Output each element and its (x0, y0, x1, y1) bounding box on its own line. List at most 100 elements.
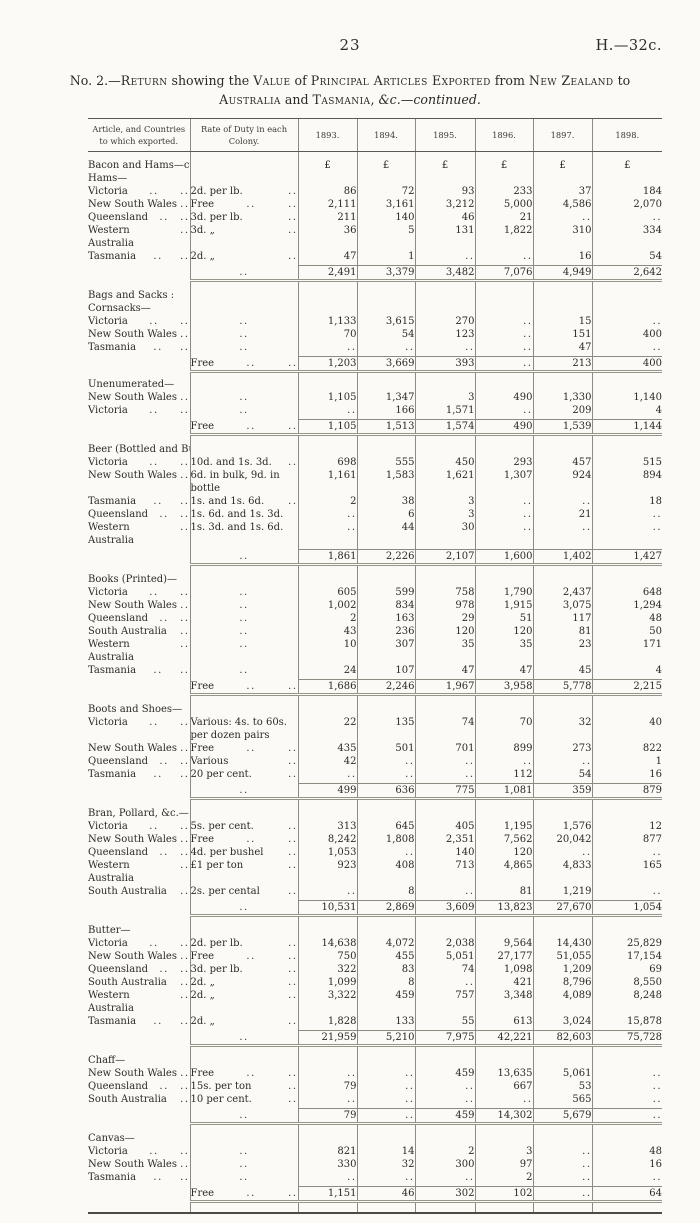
value-cell: .. (474, 507, 533, 521)
currency-cell (414, 288, 475, 302)
total-rate-cell: .. (189, 900, 298, 918)
value-cell: 645 (356, 819, 415, 833)
spacer-row (88, 1183, 662, 1187)
value-cell: .. (474, 327, 533, 341)
rate-cell (189, 301, 298, 315)
country-row: Queensland.... 3d. per lb... 322 83 74 1,098 1… (88, 962, 662, 976)
country-cell (88, 357, 190, 372)
currency-cell (474, 1053, 533, 1067)
spacer-cell (414, 1027, 475, 1031)
value-cell: .. (414, 340, 475, 354)
spacer-cell (414, 353, 475, 357)
spacer-cell (297, 798, 357, 807)
country-cell (88, 420, 190, 435)
country-cell: New South Wales.. (88, 1158, 190, 1171)
value-cell: 899 (474, 741, 533, 755)
cell-text: 2d. per lb. (190, 937, 243, 949)
value-cell: .. (591, 1108, 662, 1126)
spacer-cell (414, 694, 475, 703)
value-cell: 3,024 (532, 1014, 592, 1028)
dot-leader: .. (153, 768, 163, 780)
value-cell: 879 (591, 783, 662, 801)
value-cell: 1,861 (297, 549, 357, 567)
spacer-row (88, 353, 662, 357)
bottom-rule-cell (532, 1201, 592, 1214)
value-cell (591, 377, 662, 391)
spacer-cell (356, 1183, 415, 1187)
subgroup-label: Hams— (88, 172, 128, 184)
rate-cell (189, 923, 298, 937)
value-cell: 1,571 (414, 403, 475, 417)
country-cell: Queensland.... (88, 755, 190, 768)
currency-cell (356, 923, 415, 937)
dot-leader: .. (180, 820, 190, 832)
country-row: New South Wales.. Free.... 2,111 3,161 3,212… (88, 197, 662, 211)
dot-leader: .. (159, 963, 169, 975)
country-row: New South Wales.... 70 54 123.. 151 400 (88, 327, 662, 341)
value-cell: 405 (414, 819, 475, 833)
rate-cell: 20 per cent... (189, 767, 298, 781)
spacer-cell (297, 1105, 357, 1109)
value-cell: 1,151 (297, 1186, 357, 1204)
spacer-cell (189, 676, 298, 680)
value-cell (591, 171, 662, 185)
value-cell: 3,212 (414, 197, 475, 211)
value-cell: 457 (532, 455, 592, 469)
value-cell: 47 (414, 663, 475, 677)
value-cell: .. (591, 507, 662, 521)
spacer-cell (532, 416, 592, 420)
value-cell: 923 (297, 858, 357, 885)
total-rate-cell: Free.... (189, 1186, 298, 1204)
value-cell: 408 (356, 858, 415, 885)
spacer-row (88, 694, 662, 703)
value-cell: 74 (414, 715, 475, 742)
dot-leader: .. (180, 859, 190, 871)
value-cell: 213 (532, 356, 592, 374)
country-row: New South Wales.... 330 32 300 97.. 16 (88, 1157, 662, 1171)
bottom-rule-cell (591, 1201, 662, 1214)
value-cell: 120 (474, 845, 533, 859)
total-rate-cell: Free.... (189, 679, 298, 697)
currency-cell: £ (532, 158, 592, 172)
spacer-cell (414, 564, 475, 573)
value-cell (474, 301, 533, 315)
title-segment: of (290, 73, 311, 88)
spacer-cell (532, 151, 592, 159)
cell-text: Free (190, 357, 215, 369)
spacer-cell (189, 434, 298, 443)
value-cell: 894 (591, 468, 662, 495)
dot-leader: .. (288, 250, 298, 262)
currency-cell (591, 1131, 662, 1145)
spacer-cell (297, 780, 357, 784)
rate-cell (189, 171, 298, 185)
cell-text: 2d. „ (190, 976, 215, 988)
spacer-cell (474, 416, 533, 420)
value-cell: 2,351 (414, 832, 475, 846)
page-number: 23 (339, 36, 361, 54)
bottom-rule-cell (189, 1201, 298, 1214)
spacer-cell (189, 1045, 298, 1054)
spacer-row (88, 676, 662, 680)
value-cell: .. (532, 754, 592, 768)
dot-leader: .. (288, 768, 298, 780)
value-cell: 5 (356, 223, 415, 250)
value-cell: .. (356, 1066, 415, 1080)
country-cell (88, 550, 190, 565)
dot-leader: .. (153, 1171, 163, 1183)
country-row: Victoria...... 1,133 3,615 270.. 15.. (88, 314, 662, 328)
spacer-cell (189, 1123, 298, 1132)
dot-leader: .. (149, 185, 159, 197)
dot-leader: .. (180, 885, 190, 897)
year-column-header: 1896. (474, 117, 533, 153)
spacer-cell (88, 565, 190, 573)
dot-leader: .. (153, 341, 163, 353)
value-cell: 2,869 (356, 900, 415, 918)
value-cell: 757 (414, 988, 475, 1015)
value-cell: 2,111 (297, 197, 357, 211)
spacer-cell (297, 1183, 357, 1187)
country-cell: South Australia.. (88, 1093, 190, 1106)
value-cell: 70 (474, 715, 533, 742)
value-cell: 35 (474, 637, 533, 664)
currency-cell (414, 702, 475, 716)
cell-text: Queensland (88, 963, 149, 975)
